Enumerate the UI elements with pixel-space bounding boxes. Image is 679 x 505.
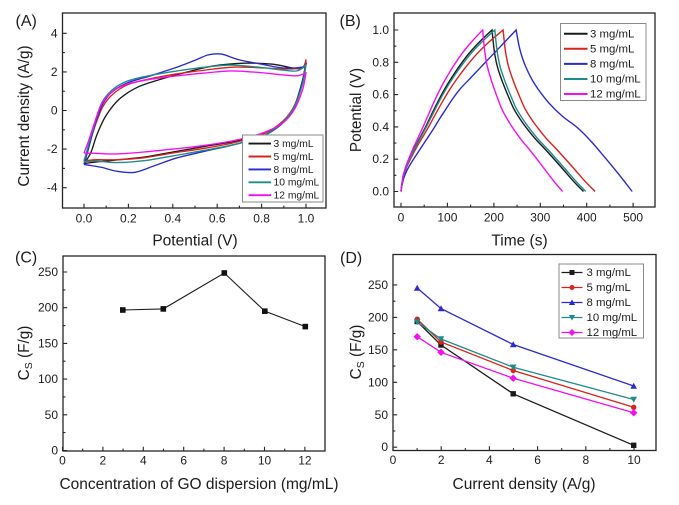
svg-text:(D): (D) [340, 250, 362, 267]
svg-text:100: 100 [38, 372, 58, 386]
svg-text:Current density (A/g): Current density (A/g) [453, 476, 596, 493]
svg-text:2: 2 [438, 453, 445, 467]
svg-text:0: 0 [51, 104, 58, 118]
svg-text:10 mg/mL: 10 mg/mL [590, 74, 641, 86]
svg-text:250: 250 [38, 265, 58, 279]
svg-text:CS (F/g): CS (F/g) [16, 326, 35, 381]
svg-text:2: 2 [100, 454, 107, 468]
svg-text:(C): (C) [15, 250, 37, 267]
svg-text:4: 4 [486, 453, 493, 467]
svg-text:0.2: 0.2 [372, 152, 389, 166]
svg-text:150: 150 [368, 343, 388, 357]
svg-text:8 mg/mL: 8 mg/mL [274, 165, 314, 176]
svg-text:500: 500 [623, 211, 643, 225]
svg-text:CS (F/g): CS (F/g) [348, 325, 367, 380]
svg-text:8 mg/mL: 8 mg/mL [590, 59, 634, 71]
svg-text:0.6: 0.6 [372, 88, 389, 102]
svg-text:250: 250 [368, 278, 388, 292]
svg-text:4: 4 [51, 26, 58, 40]
svg-text:0.8: 0.8 [253, 212, 270, 226]
svg-text:100: 100 [437, 211, 457, 225]
svg-text:Potential (V): Potential (V) [348, 68, 365, 152]
svg-text:3 mg/mL: 3 mg/mL [274, 139, 314, 150]
svg-text:Concentration of GO dispersion: Concentration of GO dispersion (mg/mL) [59, 476, 338, 493]
svg-text:0.4: 0.4 [164, 212, 181, 226]
svg-text:0.6: 0.6 [209, 212, 226, 226]
svg-text:1.0: 1.0 [372, 23, 389, 37]
svg-text:10: 10 [627, 453, 641, 467]
svg-text:200: 200 [368, 310, 388, 324]
svg-text:Time (s): Time (s) [491, 233, 547, 250]
svg-text:10 mg/mL: 10 mg/mL [587, 312, 638, 324]
svg-text:0.4: 0.4 [372, 120, 389, 134]
svg-text:400: 400 [577, 211, 597, 225]
svg-text:3 mg/mL: 3 mg/mL [590, 29, 634, 41]
svg-text:12 mg/mL: 12 mg/mL [587, 327, 638, 339]
svg-text:12 mg/mL: 12 mg/mL [590, 89, 641, 101]
svg-text:(B): (B) [340, 13, 361, 30]
svg-text:8: 8 [221, 454, 228, 468]
svg-text:0.2: 0.2 [120, 212, 137, 226]
svg-text:5 mg/mL: 5 mg/mL [274, 152, 314, 163]
svg-text:1.0: 1.0 [298, 212, 315, 226]
svg-text:10: 10 [258, 454, 272, 468]
svg-text:Current density (A/g): Current density (A/g) [16, 45, 33, 186]
svg-text:2: 2 [51, 65, 58, 79]
svg-text:0: 0 [398, 211, 405, 225]
svg-text:100: 100 [368, 375, 388, 389]
svg-text:300: 300 [530, 211, 550, 225]
svg-text:150: 150 [38, 336, 58, 350]
svg-text:0: 0 [51, 444, 58, 458]
svg-text:6: 6 [534, 453, 541, 467]
svg-text:5 mg/mL: 5 mg/mL [587, 282, 631, 294]
svg-text:200: 200 [38, 301, 58, 315]
svg-text:0.0: 0.0 [372, 185, 389, 199]
svg-text:50: 50 [375, 408, 389, 422]
svg-text:12: 12 [298, 454, 312, 468]
svg-text:50: 50 [45, 408, 59, 422]
svg-text:6: 6 [180, 454, 187, 468]
svg-text:-2: -2 [47, 142, 58, 156]
svg-text:12 mg/mL: 12 mg/mL [274, 191, 320, 202]
svg-text:0: 0 [390, 453, 397, 467]
svg-text:0: 0 [381, 440, 388, 454]
svg-text:0.8: 0.8 [372, 55, 389, 69]
svg-text:3 mg/mL: 3 mg/mL [587, 267, 631, 279]
svg-text:(A): (A) [16, 13, 37, 30]
svg-text:4: 4 [140, 454, 147, 468]
svg-text:8: 8 [582, 453, 589, 467]
svg-text:10 mg/mL: 10 mg/mL [274, 178, 320, 189]
svg-text:8 mg/mL: 8 mg/mL [587, 297, 631, 309]
svg-text:Potential (V): Potential (V) [152, 233, 237, 250]
svg-text:0.0: 0.0 [76, 212, 93, 226]
svg-text:0: 0 [59, 454, 66, 468]
svg-text:-4: -4 [47, 181, 58, 195]
svg-text:200: 200 [484, 211, 504, 225]
svg-text:5 mg/mL: 5 mg/mL [590, 44, 634, 56]
